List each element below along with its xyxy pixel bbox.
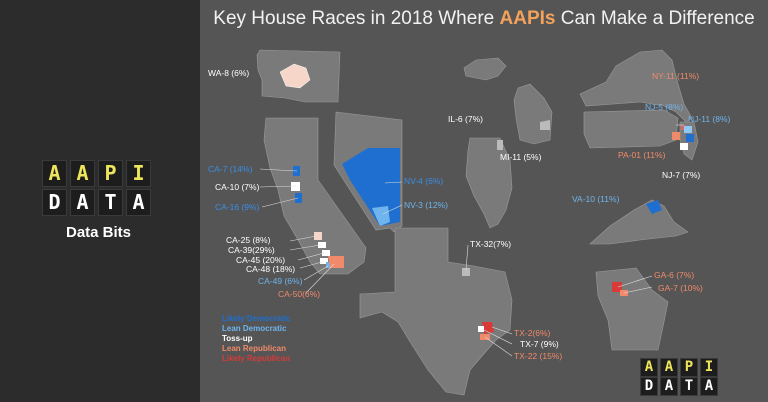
state-mi bbox=[463, 57, 507, 81]
district-ca-50 bbox=[328, 256, 344, 268]
district-va-10 bbox=[646, 200, 662, 214]
title-suffix: Can Make a Difference bbox=[555, 8, 755, 29]
legend-lean-democratic: Lean Democratic bbox=[222, 324, 287, 333]
logo-word-data: D A T A bbox=[42, 189, 154, 216]
map-panel: Likely Democratic Lean Democratic Toss-u… bbox=[200, 0, 768, 402]
us-map bbox=[256, 49, 699, 396]
district-tx-7 bbox=[478, 326, 484, 332]
legend-toss-up: Toss-up bbox=[222, 334, 253, 343]
title-highlight: AAPIs bbox=[499, 8, 556, 29]
district-tx-32 bbox=[462, 268, 470, 276]
race-label-ga-6: GA-6 (7%) bbox=[654, 270, 695, 280]
race-label-ca-25: CA-25 (8%) bbox=[226, 235, 271, 245]
race-label-nv-3: NV-3 (12%) bbox=[404, 200, 448, 210]
logo-tile: A bbox=[126, 189, 151, 216]
district-ga-6 bbox=[612, 282, 622, 292]
logo-tile: T bbox=[98, 189, 123, 216]
state-ny bbox=[579, 49, 693, 123]
corner-logo-tile: P bbox=[680, 358, 698, 377]
district-ca-39 bbox=[318, 242, 326, 248]
race-label-ca-49: CA-49 (6%) bbox=[258, 276, 303, 286]
race-label-mi-11: MI-11 (5%) bbox=[500, 152, 542, 162]
district-nj-11 bbox=[686, 134, 694, 142]
district-ca-45 bbox=[322, 250, 330, 256]
race-label-nj-7: NJ-7 (7%) bbox=[662, 170, 701, 180]
district-ca-25 bbox=[314, 232, 322, 240]
race-label-tx-2: TX-2(6%) bbox=[514, 328, 551, 338]
corner-logo-aapi: A A P I bbox=[640, 358, 720, 377]
race-label-tx-32: TX-32(7%) bbox=[470, 239, 512, 249]
race-label-ca-10: CA-10 (7%) bbox=[215, 182, 260, 192]
state-mi-lower bbox=[513, 83, 553, 145]
legend-likely-republican: Likely Republican bbox=[222, 354, 291, 363]
race-label-ca-39: CA-39(29%) bbox=[228, 245, 275, 255]
corner-logo-tile: D bbox=[640, 377, 658, 396]
state-ca bbox=[263, 117, 367, 275]
district-mi-11 bbox=[540, 120, 550, 130]
race-label-va-10: VA-10 (11%) bbox=[572, 194, 620, 204]
page-title: Key House Races in 2018 Where AAPIs Can … bbox=[200, 8, 768, 30]
district-tx-2 bbox=[482, 322, 494, 334]
legend-lean-republican: Lean Republican bbox=[222, 344, 287, 353]
district-ca-16 bbox=[295, 193, 302, 203]
race-label-ca-45: CA-45 (20%) bbox=[236, 255, 286, 265]
legend-likely-democratic: Likely Democratic bbox=[222, 314, 291, 323]
logo-tile: A bbox=[70, 189, 95, 216]
corner-logo-tile: A bbox=[660, 358, 678, 377]
state-il bbox=[465, 137, 513, 229]
title-prefix: Key House Races in 2018 Where bbox=[213, 8, 500, 29]
corner-logo-tile: A bbox=[660, 377, 678, 396]
race-label-ca-48: CA-48 (18%) bbox=[246, 264, 296, 274]
district-pa-01 bbox=[672, 132, 680, 140]
logo-word-aapi: A A P I bbox=[42, 160, 154, 187]
corner-logo-tile: I bbox=[700, 358, 718, 377]
state-pa bbox=[583, 109, 679, 149]
brand-panel: A A P I D A T A Data Bits bbox=[0, 0, 200, 402]
race-label-ga-7: GA-7 (10%) bbox=[658, 283, 703, 293]
corner-logo-data: D A T A bbox=[640, 377, 720, 396]
district-wa-8 bbox=[279, 63, 311, 89]
race-label-pa-01: PA-01 (11%) bbox=[618, 150, 666, 160]
state-tx bbox=[359, 227, 513, 396]
district-nj-7 bbox=[680, 143, 688, 150]
corner-logo-tile: T bbox=[680, 377, 698, 396]
logo-tile: A bbox=[42, 160, 67, 187]
race-label-nj-5: NJ-5 (8%) bbox=[645, 102, 684, 112]
logo-tile: I bbox=[126, 160, 151, 187]
district-il-6 bbox=[497, 140, 503, 150]
race-label-ca-7: CA-7 (14%) bbox=[208, 164, 253, 174]
race-label-ca-50: CA-50(6%) bbox=[278, 289, 321, 299]
state-va bbox=[589, 199, 689, 245]
district-nv-3 bbox=[372, 206, 390, 226]
race-label-il-6: IL-6 (7%) bbox=[448, 114, 483, 124]
corner-logo-tile: A bbox=[640, 358, 658, 377]
race-label-wa-8: WA-8 (6%) bbox=[208, 68, 250, 78]
logo-tile: D bbox=[42, 189, 67, 216]
corner-logo-tile: A bbox=[700, 377, 718, 396]
logo-tile: P bbox=[98, 160, 123, 187]
state-ga bbox=[595, 267, 669, 351]
race-label-tx-22: TX-22 (15%) bbox=[514, 351, 563, 361]
tagline: Data Bits bbox=[66, 224, 132, 241]
race-label-ca-16: CA-16 (9%) bbox=[215, 202, 260, 212]
race-label-nj-11: NJ-11 (8%) bbox=[688, 114, 731, 124]
logo-tile: A bbox=[70, 160, 95, 187]
race-label-ny-11: NY-11 (11%) bbox=[652, 71, 700, 81]
district-ca-10 bbox=[291, 182, 300, 191]
race-label-tx-7: TX-7 (9%) bbox=[520, 339, 559, 349]
race-label-nv-4: NV-4 (6%) bbox=[404, 176, 444, 186]
district-nj-5 bbox=[684, 126, 692, 133]
